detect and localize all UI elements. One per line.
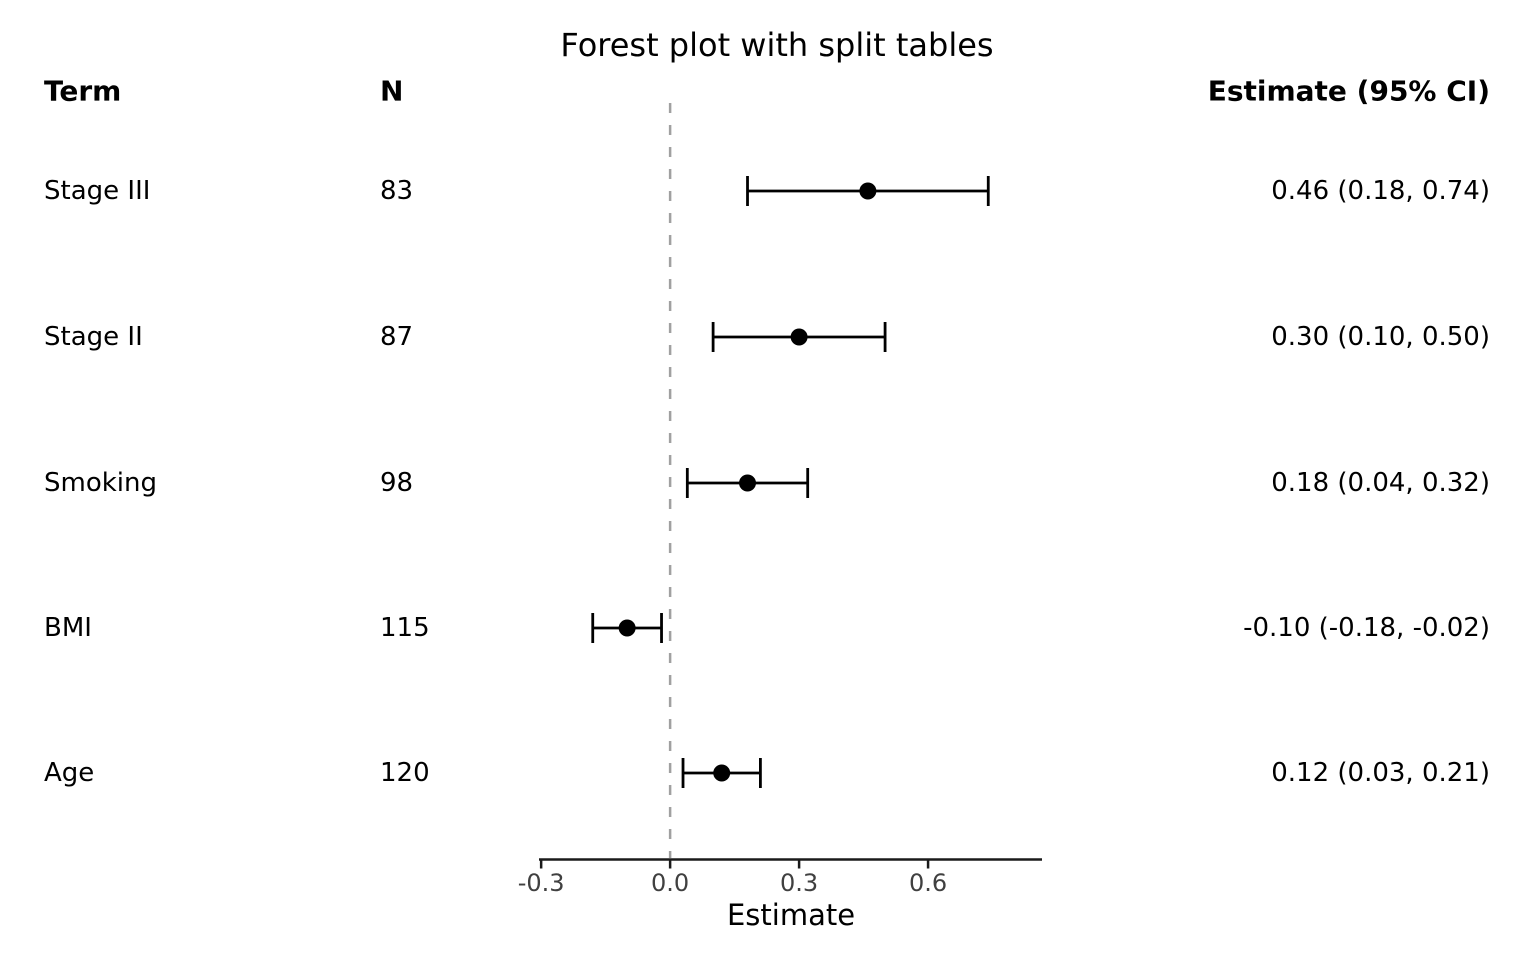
n-value: 98 <box>380 468 414 498</box>
estimate-ci-value: 0.30 (0.10, 0.50) <box>1271 322 1490 352</box>
n-value: 83 <box>380 176 414 206</box>
x-axis-title: Estimate <box>727 898 855 932</box>
column-header-term: Term <box>44 74 122 108</box>
n-value: 120 <box>380 758 430 788</box>
estimate-ci-value: -0.10 (-0.18, -0.02) <box>1243 613 1490 643</box>
estimate-ci-value: 0.12 (0.03, 0.21) <box>1271 758 1490 788</box>
estimate-ci-value: 0.46 (0.18, 0.74) <box>1271 176 1490 206</box>
estimate-dot <box>859 182 877 200</box>
x-axis-tick-label: 0.0 <box>651 869 689 897</box>
column-header-n: N <box>380 74 404 108</box>
estimate-dot <box>790 328 808 346</box>
x-axis-tick-label: 0.3 <box>780 869 818 897</box>
term-label: Age <box>44 758 95 788</box>
term-label: Stage III <box>44 176 151 206</box>
estimate-dot <box>618 619 636 637</box>
n-value: 87 <box>380 322 414 352</box>
n-value: 115 <box>380 613 430 643</box>
x-axis-tick-label: 0.6 <box>909 869 947 897</box>
term-label: Smoking <box>44 468 158 498</box>
x-axis-tick-label: -0.3 <box>518 869 565 897</box>
chart-title: Forest plot with split tables <box>560 26 994 64</box>
column-header-estimate-ci: Estimate (95% CI) <box>1207 74 1490 108</box>
estimate-dot <box>739 474 757 492</box>
estimate-dot <box>713 764 731 782</box>
term-label: Stage II <box>44 322 143 352</box>
term-label: BMI <box>44 613 92 643</box>
estimate-ci-value: 0.18 (0.04, 0.32) <box>1271 468 1490 498</box>
